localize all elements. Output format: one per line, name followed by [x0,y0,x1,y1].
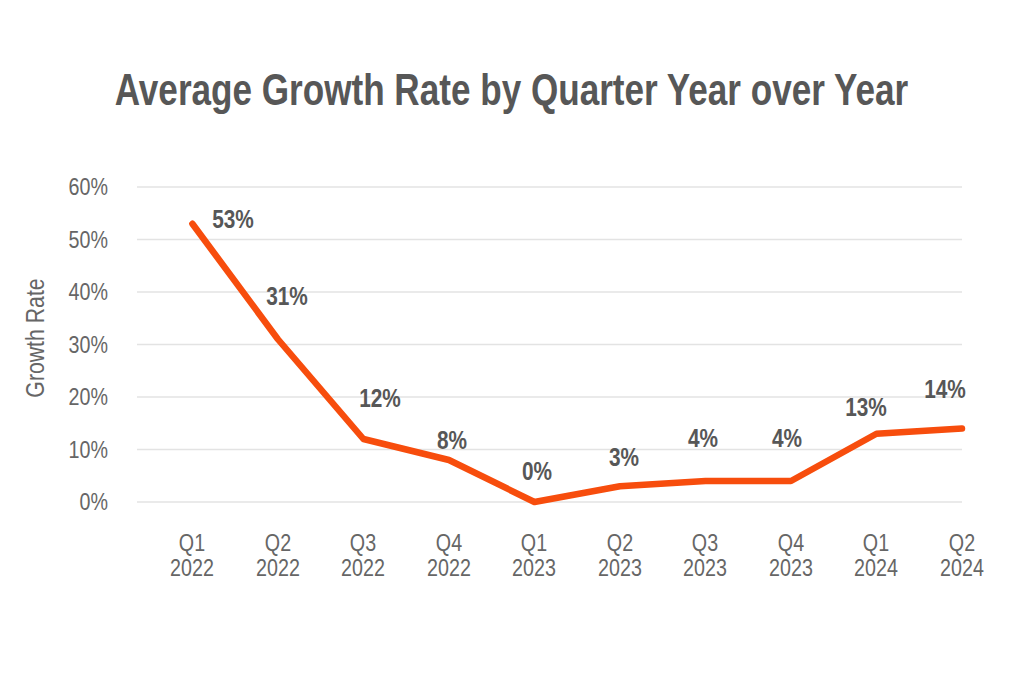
data-point-label: 31% [266,283,308,309]
growth-rate-line [192,224,962,502]
data-point-label: 3% [609,444,639,470]
data-point-label: 14% [924,376,966,402]
y-tick-label: 50% [19,227,108,253]
x-tick-quarter: Q4 [769,530,813,555]
y-tick-label: 40% [19,279,108,305]
y-tick-label: 20% [19,384,108,410]
line-chart-plot [0,0,1023,692]
x-tick-label: Q32023 [684,530,728,580]
y-tick-label: 30% [19,332,108,358]
x-tick-year: 2023 [513,555,557,580]
x-tick-year: 2022 [342,555,386,580]
x-tick-label: Q22022 [256,530,300,580]
x-tick-quarter: Q1 [171,530,215,555]
x-tick-quarter: Q1 [513,530,557,555]
x-tick-label: Q22023 [598,530,642,580]
data-point-label: 12% [360,385,402,411]
x-tick-year: 2023 [684,555,728,580]
x-tick-label: Q42022 [427,530,471,580]
x-tick-label: Q12023 [513,530,557,580]
x-tick-quarter: Q2 [256,530,300,555]
x-tick-year: 2023 [769,555,813,580]
x-tick-label: Q22024 [940,530,984,580]
x-tick-quarter: Q4 [427,530,471,555]
x-tick-year: 2022 [171,555,215,580]
y-tick-label: 10% [19,437,108,463]
data-point-label: 53% [213,206,255,232]
x-tick-quarter: Q3 [342,530,386,555]
data-point-label: 13% [846,394,888,420]
x-tick-year: 2023 [598,555,642,580]
x-tick-year: 2024 [855,555,899,580]
x-tick-label: Q32022 [342,530,386,580]
data-point-label: 4% [688,425,718,451]
data-point-label: 4% [772,425,802,451]
x-tick-quarter: Q1 [855,530,899,555]
y-tick-label: 60% [19,174,108,200]
x-tick-quarter: Q3 [684,530,728,555]
x-tick-year: 2024 [940,555,984,580]
data-point-label: 8% [437,427,467,453]
x-tick-label: Q12024 [855,530,899,580]
x-tick-label: Q12022 [171,530,215,580]
x-tick-label: Q42023 [769,530,813,580]
x-tick-year: 2022 [256,555,300,580]
x-tick-year: 2022 [427,555,471,580]
chart-canvas: Average Growth Rate by Quarter Year over… [0,0,1023,692]
x-tick-quarter: Q2 [598,530,642,555]
data-point-label: 0% [522,458,552,484]
y-tick-label: 0% [19,489,108,515]
x-tick-quarter: Q2 [940,530,984,555]
